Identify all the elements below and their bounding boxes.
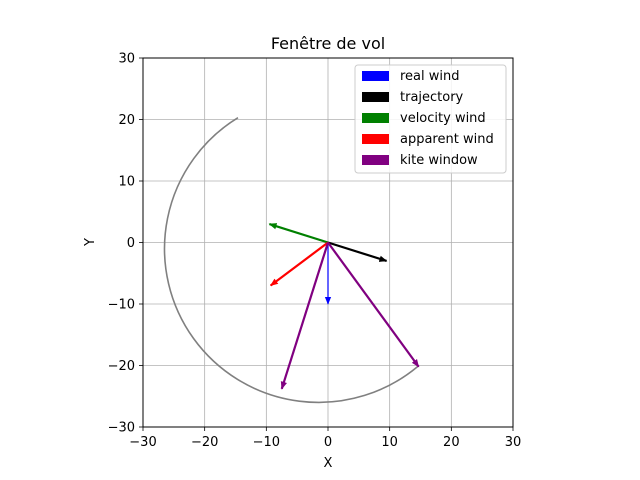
legend-label-kite-window: kite window xyxy=(400,153,478,168)
y-tick-label: 0 xyxy=(127,236,135,251)
y-axis-label: Y xyxy=(83,238,98,247)
ticks: −30 −20 −10 0 10 20 30 −30 −20 −10 0 10 20 30 xyxy=(108,52,522,451)
legend-label-velocity-wind: velocity wind xyxy=(400,111,486,126)
legend-swatch-kite-window xyxy=(362,155,389,165)
y-tick-label: 30 xyxy=(118,52,135,67)
apparent-wind-vector xyxy=(269,241,329,287)
legend-swatch-trajectory xyxy=(362,92,389,102)
y-tick-label: 10 xyxy=(118,175,135,190)
x-tick-label: 20 xyxy=(443,435,460,450)
kite-window-arc xyxy=(163,116,418,404)
x-axis-label: X xyxy=(324,456,333,471)
y-tick-label: −20 xyxy=(108,359,135,374)
y-tick-label: 20 xyxy=(118,113,135,128)
legend-swatch-apparent-wind xyxy=(362,134,389,144)
x-tick-label: −10 xyxy=(253,435,280,450)
chart-title: Fenêtre de vol xyxy=(271,34,385,53)
legend-label-real-wind: real wind xyxy=(400,69,460,84)
kite-window-vector-2 xyxy=(327,241,420,368)
kite-window-vector-1 xyxy=(280,242,330,390)
x-tick-label: −20 xyxy=(191,435,218,450)
y-tick-label: −30 xyxy=(108,421,135,436)
legend-label-apparent-wind: apparent wind xyxy=(400,132,494,147)
velocity-wind-vector xyxy=(268,223,329,244)
legend: real wind trajectory velocity wind apparent… xyxy=(354,64,507,174)
legend-label-trajectory: trajectory xyxy=(400,90,464,105)
x-tick-label: 30 xyxy=(505,435,522,450)
y-tick-label: −10 xyxy=(108,298,135,313)
vector-layer xyxy=(268,223,420,390)
legend-box xyxy=(354,64,507,174)
legend-swatch-real-wind xyxy=(362,71,389,81)
x-tick-label: −30 xyxy=(129,435,156,450)
x-tick-label: 10 xyxy=(381,435,398,450)
trajectory-vector xyxy=(327,241,388,262)
x-tick-label: 0 xyxy=(324,435,332,450)
legend-swatch-velocity-wind xyxy=(362,113,389,123)
kite-window-arc-layer xyxy=(163,116,418,404)
